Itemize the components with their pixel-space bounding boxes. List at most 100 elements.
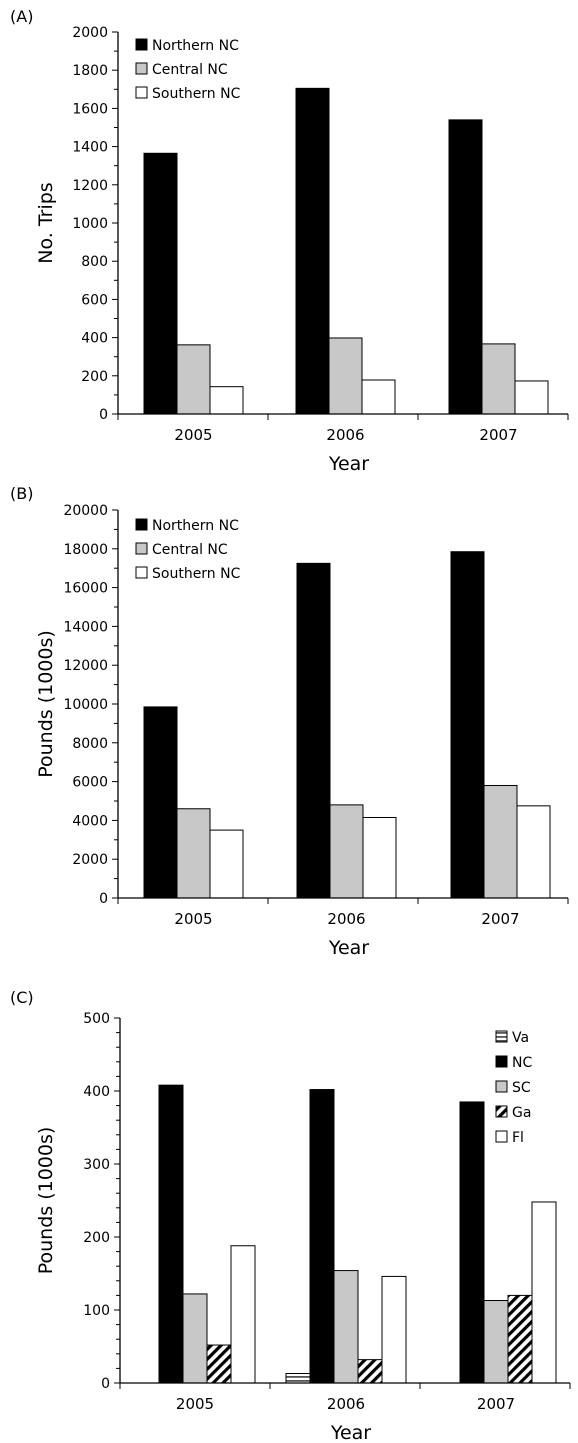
y-tick-label: 1600 [72, 101, 108, 117]
x-tick-label: 2007 [479, 426, 517, 444]
bar-northern-nc-2006 [295, 87, 330, 415]
y-tick-label: 600 [81, 292, 108, 308]
x-tick-label: 2006 [327, 910, 365, 928]
legend-label: Ga [512, 1105, 531, 1121]
bar-central-nc-2005 [176, 344, 211, 415]
bar-fl-2005 [230, 1245, 256, 1384]
x-tick-label: 2005 [174, 910, 212, 928]
bar-southern-nc-2007 [514, 380, 549, 415]
bar-central-nc-2005 [176, 808, 211, 899]
y-tick-label: 4000 [72, 813, 108, 829]
bar-nc-2005 [158, 1084, 184, 1384]
x-tick-label: 2006 [327, 1395, 365, 1413]
bar-northern-nc-2007 [448, 119, 483, 415]
legend-label: Central NC [152, 62, 228, 78]
legend-label: Southern NC [152, 566, 241, 582]
panel-label: (A) [10, 7, 33, 26]
y-tick-label: 0 [101, 1376, 110, 1392]
y-tick-label: 18000 [63, 542, 108, 558]
bar-ga-2007 [507, 1294, 533, 1384]
legend-swatch [495, 1030, 508, 1043]
legend-label: Va [512, 1030, 529, 1046]
y-tick-label: 200 [81, 369, 108, 385]
y-tick-label: 2000 [72, 25, 108, 41]
y-tick-label: 1200 [72, 178, 108, 194]
legend-swatch [495, 1130, 508, 1143]
bar-southern-nc-2006 [361, 379, 396, 415]
y-tick-label: 300 [83, 1157, 110, 1173]
bar-central-nc-2006 [329, 804, 364, 899]
y-axis-title: No. Trips [35, 182, 57, 263]
y-tick-label: 400 [81, 331, 108, 347]
bar-northern-nc-2005 [143, 706, 178, 899]
x-tick-label: 2007 [477, 1395, 515, 1413]
legend-swatch [135, 62, 148, 75]
bar-central-nc-2007 [481, 343, 516, 415]
bar-southern-nc-2005 [209, 829, 244, 899]
y-axis-title: Pounds (1000s) [35, 1127, 57, 1275]
bar-fl-2006 [381, 1275, 407, 1384]
x-axis-title: Year [328, 937, 369, 959]
x-tick-label: 2005 [174, 426, 212, 444]
legend-swatch [135, 86, 148, 99]
y-axis-title: Pounds (1000s) [35, 630, 57, 778]
bar-central-nc-2006 [328, 337, 363, 415]
y-tick-label: 14000 [63, 619, 108, 635]
x-tick-label: 2007 [481, 910, 519, 928]
legend-swatch [135, 38, 148, 51]
bar-fl-2007 [531, 1201, 557, 1384]
bar-northern-nc-2006 [296, 562, 331, 899]
y-tick-label: 200 [83, 1230, 110, 1246]
legend-swatch [135, 518, 148, 531]
bar-ga-2006 [357, 1359, 383, 1384]
legend-swatch [135, 542, 148, 555]
y-tick-label: 0 [99, 891, 108, 907]
y-tick-label: 2000 [72, 852, 108, 868]
y-tick-label: 1000 [72, 216, 108, 232]
bar-sc-2006 [333, 1270, 359, 1384]
bar-southern-nc-2005 [209, 386, 244, 415]
legend-label: Fl [512, 1130, 524, 1146]
y-tick-label: 800 [81, 254, 108, 270]
bar-northern-nc-2005 [143, 152, 178, 415]
bar-northern-nc-2007 [450, 551, 485, 899]
bar-southern-nc-2006 [362, 816, 397, 899]
legend-swatch [495, 1080, 508, 1093]
panel-label: (C) [10, 988, 34, 1007]
legend-label: NC [512, 1055, 532, 1071]
bar-nc-2006 [309, 1089, 335, 1384]
y-tick-label: 500 [83, 1011, 110, 1027]
bar-nc-2007 [459, 1101, 485, 1384]
x-axis-title: Year [328, 453, 369, 475]
bar-va-2006 [285, 1373, 311, 1384]
y-tick-label: 10000 [63, 697, 108, 713]
bar-central-nc-2007 [483, 784, 518, 899]
bar-ga-2005 [206, 1344, 232, 1384]
x-tick-label: 2005 [176, 1395, 214, 1413]
legend-label: Northern NC [152, 518, 239, 534]
legend-label: Central NC [152, 542, 228, 558]
y-tick-label: 100 [83, 1303, 110, 1319]
legend-label: Northern NC [152, 38, 239, 54]
y-tick-label: 400 [83, 1084, 110, 1100]
x-axis-title: Year [330, 1422, 371, 1443]
legend-swatch [495, 1105, 508, 1118]
y-tick-label: 16000 [63, 581, 108, 597]
x-tick-label: 2006 [326, 426, 364, 444]
panel-label: (B) [10, 484, 33, 503]
y-tick-label: 6000 [72, 775, 108, 791]
y-tick-label: 0 [99, 407, 108, 423]
legend-swatch [495, 1055, 508, 1068]
y-tick-label: 8000 [72, 736, 108, 752]
bar-southern-nc-2007 [516, 805, 551, 899]
y-tick-label: 1400 [72, 140, 108, 156]
legend-swatch [135, 566, 148, 579]
bar-sc-2007 [483, 1300, 509, 1384]
legend-label: SC [512, 1080, 531, 1096]
legend-label: Southern NC [152, 86, 241, 102]
y-tick-label: 1800 [72, 63, 108, 79]
y-tick-label: 12000 [63, 658, 108, 674]
y-tick-label: 20000 [63, 503, 108, 519]
bar-sc-2005 [182, 1293, 208, 1384]
